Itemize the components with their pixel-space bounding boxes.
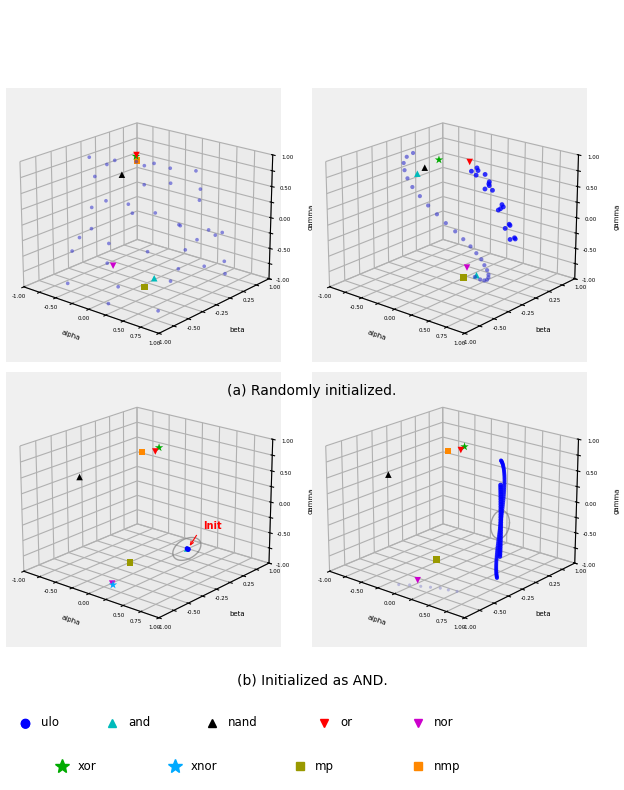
Y-axis label: beta: beta	[229, 327, 245, 333]
Text: xor: xor	[78, 760, 97, 773]
Text: or: or	[340, 717, 352, 729]
Y-axis label: beta: beta	[535, 327, 550, 333]
Y-axis label: beta: beta	[535, 611, 550, 617]
X-axis label: alpha: alpha	[367, 614, 387, 626]
Text: mp: mp	[315, 760, 334, 773]
Text: nmp: nmp	[434, 760, 460, 773]
Text: xnor: xnor	[190, 760, 217, 773]
X-axis label: alpha: alpha	[61, 614, 81, 626]
Text: nand: nand	[228, 717, 258, 729]
Text: (a) Randomly initialized.: (a) Randomly initialized.	[227, 384, 397, 398]
Y-axis label: beta: beta	[229, 611, 245, 617]
Text: ●: ●	[19, 717, 31, 729]
Text: ulo: ulo	[41, 717, 59, 729]
Text: and: and	[128, 717, 150, 729]
Text: nor: nor	[434, 717, 453, 729]
X-axis label: alpha: alpha	[61, 329, 81, 342]
Text: (b) Initialized as AND.: (b) Initialized as AND.	[236, 674, 388, 688]
X-axis label: alpha: alpha	[367, 329, 387, 342]
